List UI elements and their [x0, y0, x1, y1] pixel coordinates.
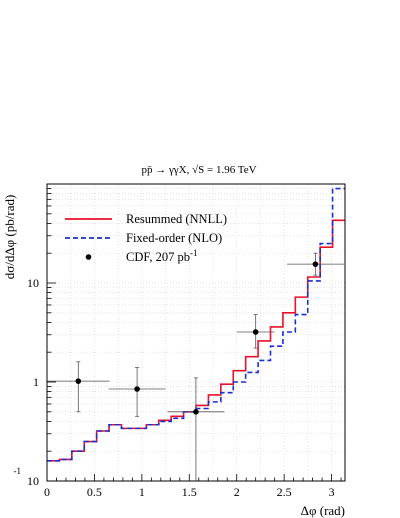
legend-label-0: Resummed (NNLL): [126, 212, 227, 226]
data-point: [193, 409, 199, 415]
x-tick-label: 2: [234, 485, 240, 499]
y-tick-label: 10: [27, 276, 39, 290]
data-point: [134, 386, 140, 392]
legend-marker-data: [85, 254, 92, 260]
plot-frame: [46, 183, 346, 482]
x-tick-label: 1.5: [182, 485, 197, 499]
data-point: [75, 378, 82, 384]
legend-label-2: CDF, 207 pb-1: [126, 248, 197, 264]
y-axis-label: dσ/dΔφ (pb/rad): [2, 195, 17, 280]
data-points-layer: [47, 252, 344, 482]
legend-label-exponent: -1: [190, 248, 198, 258]
x-tick-label: 0.5: [87, 485, 102, 499]
legend-label-1: Fixed-order (NLO): [126, 231, 222, 245]
x-axis: 0 0.5 1 1.5 2 2.5 3: [44, 474, 342, 499]
data-point: [312, 261, 319, 267]
y-tick-label: 10: [27, 474, 39, 488]
x-tick-label: 3: [329, 485, 335, 499]
chart-title: pp̄ → γγX, √S = 1.96 TeV: [141, 164, 256, 176]
x-tick-label: 0: [44, 485, 50, 499]
y-axis: 10 -1 1 10: [14, 188, 56, 488]
y-tick-label: 1: [33, 375, 39, 389]
y-tick-exponent: -1: [14, 466, 22, 476]
data-point: [252, 329, 259, 335]
x-axis-label: Δφ (rad): [301, 503, 345, 518]
legend: Resummed (NNLL) Fixed-order (NLO) CDF, 207…: [65, 212, 227, 264]
x-tick-label: 1: [139, 485, 145, 499]
x-tick-label: 2.5: [277, 485, 292, 499]
